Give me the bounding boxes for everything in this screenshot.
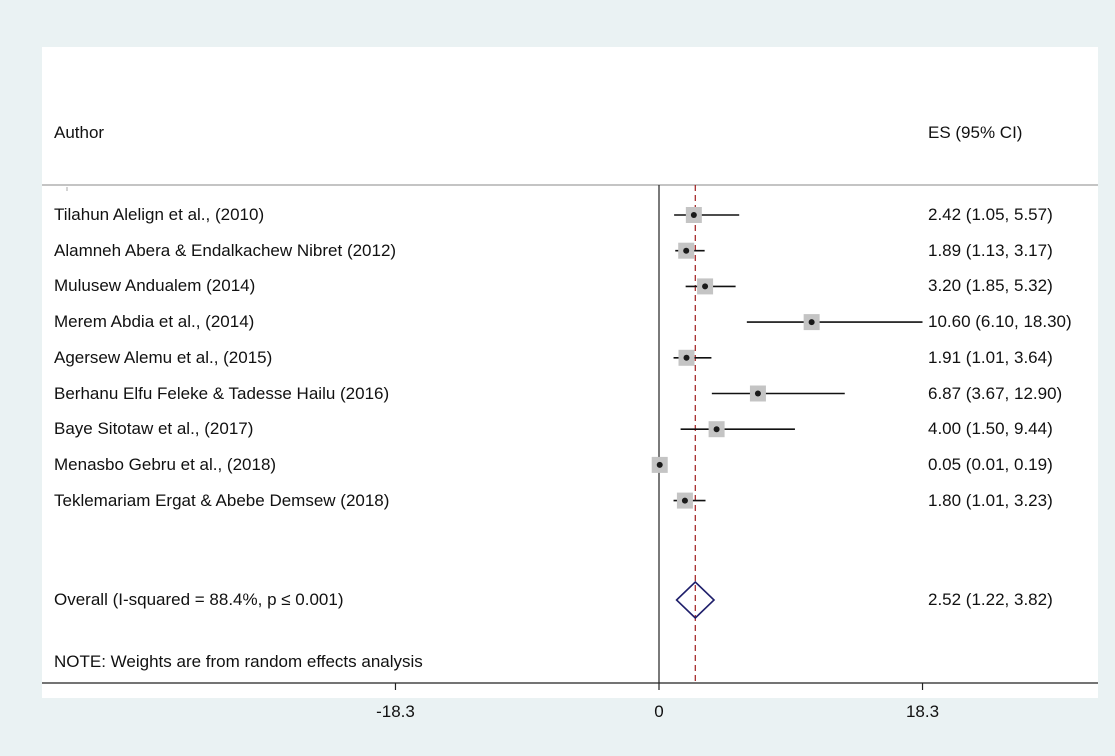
es-column-header: ES (95% CI) (928, 123, 1023, 142)
point-estimate (754, 390, 761, 397)
point-estimate (702, 283, 709, 290)
study-es-label: 1.91 (1.01, 3.64) (928, 347, 1053, 367)
study-author-label: Baye Sitotaw et al., (2017) (54, 419, 254, 439)
study-es-label: 0.05 (0.01, 0.19) (928, 454, 1053, 474)
weights-note: NOTE: Weights are from random effects an… (54, 652, 423, 671)
study-es-label: 4.00 (1.50, 9.44) (928, 419, 1053, 439)
point-estimate (713, 426, 720, 433)
point-estimate (683, 247, 690, 254)
study-author-label: Menasbo Gebru et al., (2018) (54, 454, 277, 474)
overall-label: Overall (I-squared = 88.4%, p ≤ 0.001) (54, 590, 344, 609)
study-es-label: 10.60 (6.10, 18.30) (928, 312, 1072, 332)
point-estimate (683, 354, 690, 361)
study-author-label: Tilahun Alelign et al., (2010) (54, 205, 265, 224)
overall-es-label: 2.52 (1.22, 3.82) (928, 590, 1053, 609)
study-es-label: 1.89 (1.13, 3.17) (928, 240, 1053, 260)
study-author-label: Berhanu Elfu Feleke & Tadesse Hailu (201… (54, 383, 390, 403)
study-author-label: Alamneh Abera & Endalkachew Nibret (2012… (54, 240, 397, 260)
x-tick-label: 0 (654, 702, 663, 721)
point-estimate (656, 461, 663, 468)
author-column-header: Author (54, 123, 105, 142)
study-es-label: 3.20 (1.85, 5.32) (928, 276, 1053, 296)
x-tick-label: 18.3 (906, 702, 939, 721)
point-estimate (690, 212, 697, 218)
study-author-label: Teklemariam Ergat & Abebe Demsew (2018) (54, 490, 390, 510)
point-estimate (808, 319, 815, 326)
plot-panel (42, 47, 1098, 698)
study-author-label: Merem Abdia et al., (2014) (54, 312, 255, 332)
study-author-label: Mulusew Andualem (2014) (54, 276, 256, 296)
study-author-label: Agersew Alemu et al., (2015) (54, 347, 273, 367)
x-tick-label: -18.3 (376, 702, 415, 721)
study-es-label: 1.80 (1.01, 3.23) (928, 490, 1053, 510)
overall-diamond (675, 580, 716, 620)
study-es-label: 2.42 (1.05, 5.57) (928, 205, 1053, 224)
study-es-label: 6.87 (3.67, 12.90) (928, 383, 1063, 403)
point-estimate (681, 497, 688, 504)
